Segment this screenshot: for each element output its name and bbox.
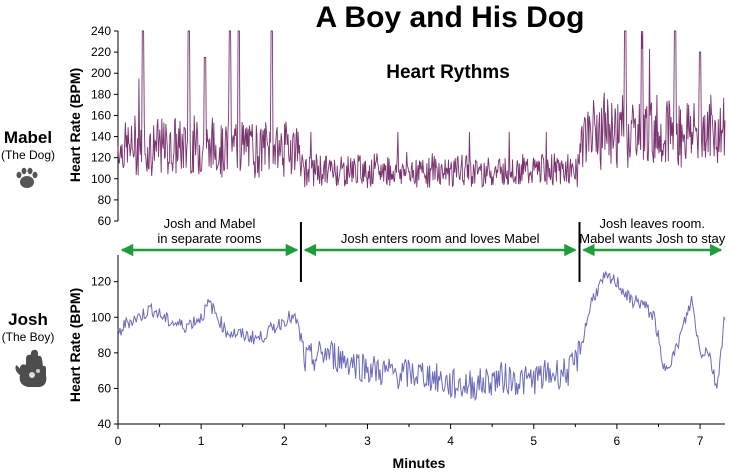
annotation-line: Josh and Mabel: [164, 216, 256, 231]
annotation-line: Josh leaves room.: [599, 216, 705, 231]
top-y-tick-label: 140: [91, 130, 111, 144]
top-y-tick-label: 60: [98, 214, 112, 228]
x-tick-label: 1: [198, 434, 205, 448]
josh-heart-rate-line: [117, 270, 726, 401]
x-tick-label: 7: [697, 434, 704, 448]
annotation-line: Josh enters room and loves Mabel: [341, 231, 540, 246]
bottom-axes: 40 60 80 100 120 0 1 2 3 4 5 6 7: [91, 255, 725, 448]
annotations: Josh and Mabel in separate rooms Josh ente…: [120, 216, 726, 282]
boy-label: Josh (The Boy): [0, 310, 56, 344]
chart-subtitle: Heart Rythms: [386, 62, 510, 83]
top-axes: 60 80 100 120 140 160 180 200 220 240: [91, 24, 119, 228]
bottom-y-tick-label: 60: [98, 381, 112, 395]
top-y-tick-label: 240: [91, 24, 111, 38]
x-tick-label: 6: [614, 434, 621, 448]
mabel-heart-rate-line: [117, 30, 726, 189]
x-tick-label: 4: [447, 434, 454, 448]
phase-annotation-text: Josh enters room and loves Mabel: [341, 231, 540, 246]
bottom-y-tick-label: 100: [91, 310, 111, 324]
top-y-tick-label: 200: [91, 66, 111, 80]
top-ylabel: Heart Rate (BPM): [67, 68, 83, 182]
top-y-tick-label: 120: [91, 151, 111, 165]
x-tick-label: 5: [530, 434, 537, 448]
phase-annotation-text: Josh and Mabel in separate rooms: [157, 216, 262, 246]
boy-name: Josh: [8, 310, 48, 329]
paw-print-icon: [16, 167, 38, 188]
top-y-tick-label: 80: [98, 193, 112, 207]
x-tick-label: 0: [115, 434, 122, 448]
top-y-tick-label: 180: [91, 87, 111, 101]
annotation-line: in separate rooms: [157, 231, 262, 246]
series-mabel: [117, 30, 726, 189]
top-y-tick-label: 160: [91, 108, 111, 122]
top-y-tick-label: 100: [91, 172, 111, 186]
x-tick-label: 2: [281, 434, 288, 448]
top-y-tick-label: 220: [91, 45, 111, 59]
boy-sub: (The Boy): [1, 330, 55, 344]
series-josh: [117, 270, 726, 401]
phase-annotation-text: Josh leaves room. Mabel wants Josh to sta…: [579, 216, 725, 246]
x-axis-label: Minutes: [393, 455, 446, 471]
handprint-icon: [15, 349, 47, 387]
dog-label: Mabel (The Dog): [0, 128, 56, 162]
annotation-line: Mabel wants Josh to stay: [579, 231, 725, 246]
dog-name: Mabel: [3, 128, 53, 147]
bottom-y-tick-label: 40: [98, 417, 112, 431]
x-tick-label: 3: [364, 434, 371, 448]
dog-sub: (The Dog): [0, 148, 56, 162]
bottom-y-tick-label: 120: [91, 275, 111, 289]
chart-title: A Boy and His Dog: [316, 1, 585, 34]
bottom-ylabel: Heart Rate (BPM): [67, 288, 83, 402]
bottom-y-tick-label: 80: [98, 346, 112, 360]
